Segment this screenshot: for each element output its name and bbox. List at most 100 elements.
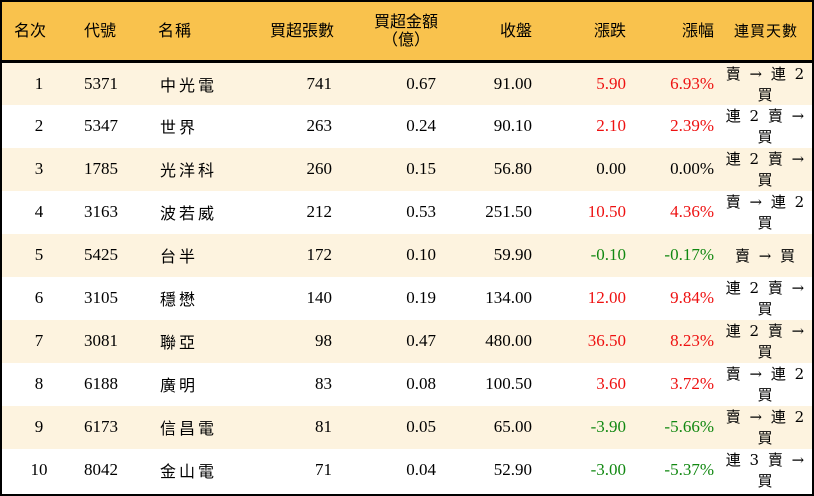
price-change-cell: 5.90	[596, 73, 626, 93]
stock-code-cell: 5371	[84, 73, 118, 93]
table-row[interactable]: 3 1785 光洋科 260 0.15 56.80 0.00 0.00% 連 2 賣 → 買	[2, 147, 812, 191]
price-change-cell: 10.50	[587, 202, 626, 221]
stock-code-cell: 8042	[84, 460, 118, 479]
stock-name-cell: 中光電	[160, 75, 218, 95]
table-row[interactable]: 7 3081 聯亞 98 0.47 480.00 36.50 8.23% 連 2 賣 → 買	[2, 319, 812, 363]
stock-code-cell: 5425	[84, 245, 118, 264]
price-change-cell: -3.00	[590, 460, 626, 479]
consecutive-days-cell: 賣 → 連 2 買	[725, 365, 807, 404]
price-change-cell: 2.10	[596, 116, 626, 135]
header-row: 名次 代號 名稱 買超張數 買超金額 （億） 收盤 漲跌 漲幅 連買天數	[2, 2, 812, 63]
change-pct-cell: 4.36%	[670, 202, 714, 221]
net-buy-amount-cell: 0.67	[406, 73, 436, 93]
net-buy-lots-cell: 71	[315, 460, 332, 479]
net-buy-lots-cell: 172	[306, 245, 333, 264]
net-buy-lots-cell: 98	[315, 331, 332, 350]
close-price-cell: 134.00	[485, 288, 532, 307]
net-buy-amount-cell: 0.10	[406, 245, 436, 264]
close-price-cell: 480.00	[485, 331, 532, 350]
change-pct-cell: 2.39%	[670, 116, 714, 135]
rank-cell: 1	[34, 73, 44, 93]
close-price-cell: 251.50	[485, 202, 532, 221]
price-change-cell: 3.60	[596, 374, 626, 393]
price-change-cell: 12.00	[587, 288, 626, 307]
stock-name-cell: 穩懋	[160, 290, 199, 309]
stock-code-cell: 3163	[84, 202, 118, 221]
consecutive-days-cell: 連 2 賣 → 買	[725, 322, 807, 361]
consecutive-days-cell: 賣 → 買	[734, 246, 798, 265]
net-buy-amount-cell: 0.53	[406, 202, 436, 221]
rank-cell: 4	[34, 202, 44, 221]
net-buy-lots-cell: 260	[306, 159, 333, 178]
net-buy-amount-cell: 0.19	[406, 288, 436, 307]
table-row[interactable]: 9 6173 信昌電 81 0.05 65.00 -3.90 -5.66% 賣 → 連 2 買	[2, 405, 812, 449]
stock-name-cell: 光洋科	[160, 161, 218, 180]
net-buy-lots-cell: 212	[306, 202, 333, 221]
consecutive-days-cell: 連 2 賣 → 買	[725, 150, 807, 189]
change-pct-cell: -5.37%	[664, 460, 714, 479]
header-net-buy-amount: 買超金額 （億）	[338, 2, 442, 63]
stock-name-cell: 信昌電	[160, 419, 218, 438]
close-price-cell: 90.10	[493, 116, 532, 135]
net-buy-lots-cell: 263	[306, 116, 333, 135]
header-net-buy-lots: 買超張數	[236, 2, 338, 63]
header-name: 名稱	[154, 2, 236, 63]
stock-name-cell: 世界	[160, 118, 199, 137]
close-price-cell: 100.50	[485, 374, 532, 393]
net-buy-amount-cell: 0.24	[406, 116, 436, 135]
close-price-cell: 91.00	[493, 73, 532, 93]
table-row[interactable]: 8 6188 廣明 83 0.08 100.50 3.60 3.72% 賣 → 連 2 買	[2, 362, 812, 406]
table-row[interactable]: 6 3105 穩懋 140 0.19 134.00 12.00 9.84% 連 2 賣 → 買	[2, 276, 812, 320]
net-buy-lots-cell: 741	[306, 73, 333, 93]
price-change-cell: -3.90	[590, 417, 626, 436]
close-price-cell: 52.90	[493, 460, 532, 479]
net-buy-lots-cell: 83	[315, 374, 332, 393]
consecutive-days-cell: 連 2 賣 → 買	[725, 107, 807, 146]
header-close: 收盤	[442, 2, 538, 63]
rank-cell: 5	[34, 245, 44, 264]
consecutive-days-cell: 賣 → 連 2 買	[725, 64, 807, 104]
stock-name-cell: 金山電	[160, 462, 218, 481]
net-buy-lots-cell: 140	[306, 288, 333, 307]
rank-cell: 9	[34, 417, 44, 436]
price-change-cell: -0.10	[590, 245, 626, 264]
stock-code-cell: 6173	[84, 417, 118, 436]
net-buy-amount-label-unit: （億）	[381, 29, 430, 49]
table-header: 名次 代號 名稱 買超張數 買超金額 （億） 收盤 漲跌 漲幅 連買天數	[2, 2, 812, 63]
stock-name-cell: 廣明	[160, 376, 199, 395]
stock-code-cell: 3081	[84, 331, 118, 350]
rank-cell: 6	[34, 288, 44, 307]
consecutive-days-cell: 連 2 賣 → 買	[725, 279, 807, 318]
rank-cell: 8	[34, 374, 44, 393]
net-buy-amount-label: 買超金額 （億）	[373, 11, 438, 49]
table-row[interactable]: 2 5347 世界 263 0.24 90.10 2.10 2.39% 連 2 賣 → 買	[2, 104, 812, 148]
rank-cell: 2	[34, 116, 44, 135]
table-row[interactable]: 4 3163 波若威 212 0.53 251.50 10.50 4.36% 賣 → 連 2 買	[2, 190, 812, 234]
table-row[interactable]: 10 8042 金山電 71 0.04 52.90 -3.00 -5.37% 連 3 賣 → 買	[2, 448, 812, 492]
close-price-cell: 65.00	[493, 417, 532, 436]
stock-name-cell: 聯亞	[160, 333, 199, 352]
stock-code-cell: 3105	[84, 288, 118, 307]
change-pct-cell: 9.84%	[670, 288, 714, 307]
change-pct-cell: 6.93%	[670, 73, 714, 93]
stock-code-cell: 6188	[84, 374, 118, 393]
stock-code-cell: 1785	[84, 159, 118, 178]
change-pct-cell: 0.00%	[670, 159, 714, 178]
net-buy-amount-cell: 0.05	[406, 417, 436, 436]
net-buy-amount-label-line1: 買超金額	[373, 11, 438, 31]
consecutive-days-cell: 賣 → 連 2 買	[725, 408, 807, 447]
table-row[interactable]: 1 5371 中光電 741 0.67 91.00 5.90 6.93% 賣 → 連 2 買	[2, 61, 812, 105]
change-pct-cell: -0.17%	[664, 245, 714, 264]
change-pct-cell: 3.72%	[670, 374, 714, 393]
close-price-cell: 59.90	[493, 245, 532, 264]
header-change-pct: 漲幅	[632, 2, 720, 63]
rank-cell: 7	[34, 331, 44, 350]
consecutive-days-cell: 連 3 賣 → 買	[725, 451, 807, 490]
header-change: 漲跌	[538, 2, 632, 63]
header-consecutive-days: 連買天數	[720, 2, 812, 63]
table-row[interactable]: 5 5425 台半 172 0.10 59.90 -0.10 -0.17% 賣 → 買	[2, 233, 812, 277]
net-buy-lots-cell: 81	[315, 417, 332, 436]
